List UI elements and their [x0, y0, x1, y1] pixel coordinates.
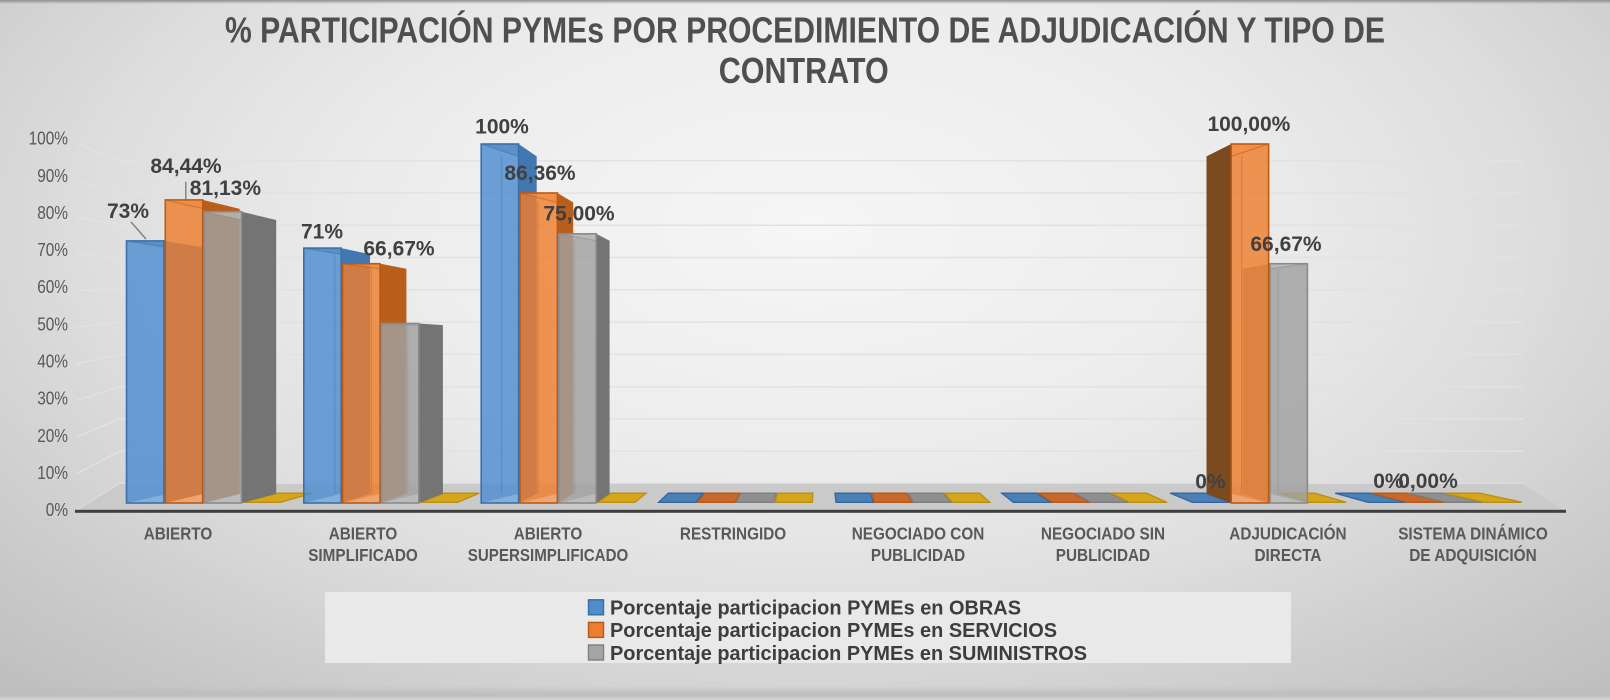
- svg-text:80%: 80%: [37, 202, 68, 223]
- svg-text:PUBLICIDAD: PUBLICIDAD: [1056, 545, 1150, 565]
- svg-text:84,44%: 84,44%: [150, 155, 222, 178]
- svg-text:0%: 0%: [1195, 471, 1226, 494]
- svg-text:0%: 0%: [46, 499, 68, 520]
- svg-text:NEGOCIADO CON: NEGOCIADO CON: [852, 524, 985, 544]
- svg-text:Porcentaje participacion PYMEs: Porcentaje participacion PYMEs en SUMINI…: [610, 643, 1087, 665]
- svg-text:66,67%: 66,67%: [363, 238, 435, 261]
- svg-text:100%: 100%: [475, 116, 529, 139]
- svg-text:DE ADQUISICIÓN: DE ADQUISICIÓN: [1409, 545, 1537, 565]
- svg-text:ABIERTO: ABIERTO: [514, 524, 583, 544]
- svg-text:ABIERTO: ABIERTO: [329, 524, 398, 544]
- svg-text:DIRECTA: DIRECTA: [1255, 545, 1322, 565]
- svg-text:% PARTICIPACIÓN PYMEs POR PROC: % PARTICIPACIÓN PYMEs POR PROCEDIMIENTO …: [225, 8, 1385, 50]
- svg-text:ADJUDICACIÓN: ADJUDICACIÓN: [1229, 524, 1346, 544]
- svg-text:70%: 70%: [37, 239, 68, 260]
- svg-text:Porcentaje participacion PYMEs: Porcentaje participacion PYMEs en OBRAS: [610, 598, 1021, 620]
- svg-text:100%: 100%: [29, 128, 68, 149]
- svg-text:30%: 30%: [37, 388, 68, 409]
- svg-text:90%: 90%: [37, 165, 68, 186]
- svg-text:SIMPLIFICADO: SIMPLIFICADO: [308, 545, 418, 565]
- svg-text:60%: 60%: [37, 276, 68, 297]
- svg-text:PUBLICIDAD: PUBLICIDAD: [871, 545, 965, 565]
- svg-text:75,00%: 75,00%: [543, 203, 615, 226]
- svg-text:86,36%: 86,36%: [504, 162, 576, 185]
- svg-text:50%: 50%: [37, 313, 68, 334]
- svg-text:SUPERSIMPLIFICADO: SUPERSIMPLIFICADO: [468, 545, 629, 565]
- svg-text:CONTRATO: CONTRATO: [719, 50, 889, 91]
- svg-text:0,00%: 0,00%: [1398, 470, 1458, 493]
- svg-text:RESTRINGIDO: RESTRINGIDO: [680, 524, 786, 544]
- svg-text:40%: 40%: [37, 351, 68, 372]
- svg-text:SISTEMA DINÁMICO: SISTEMA DINÁMICO: [1398, 524, 1548, 544]
- svg-text:NEGOCIADO SIN: NEGOCIADO SIN: [1041, 524, 1165, 544]
- svg-text:Porcentaje participacion PYMEs: Porcentaje participacion PYMEs en SERVIC…: [610, 620, 1057, 642]
- svg-text:0%: 0%: [1373, 470, 1404, 493]
- svg-text:20%: 20%: [37, 425, 68, 446]
- svg-text:ABIERTO: ABIERTO: [144, 524, 213, 544]
- svg-text:66,67%: 66,67%: [1250, 233, 1322, 256]
- svg-text:100,00%: 100,00%: [1207, 113, 1290, 136]
- svg-text:10%: 10%: [37, 462, 68, 483]
- svg-text:81,13%: 81,13%: [190, 177, 262, 200]
- svg-text:73%: 73%: [107, 200, 149, 223]
- svg-text:71%: 71%: [301, 221, 343, 244]
